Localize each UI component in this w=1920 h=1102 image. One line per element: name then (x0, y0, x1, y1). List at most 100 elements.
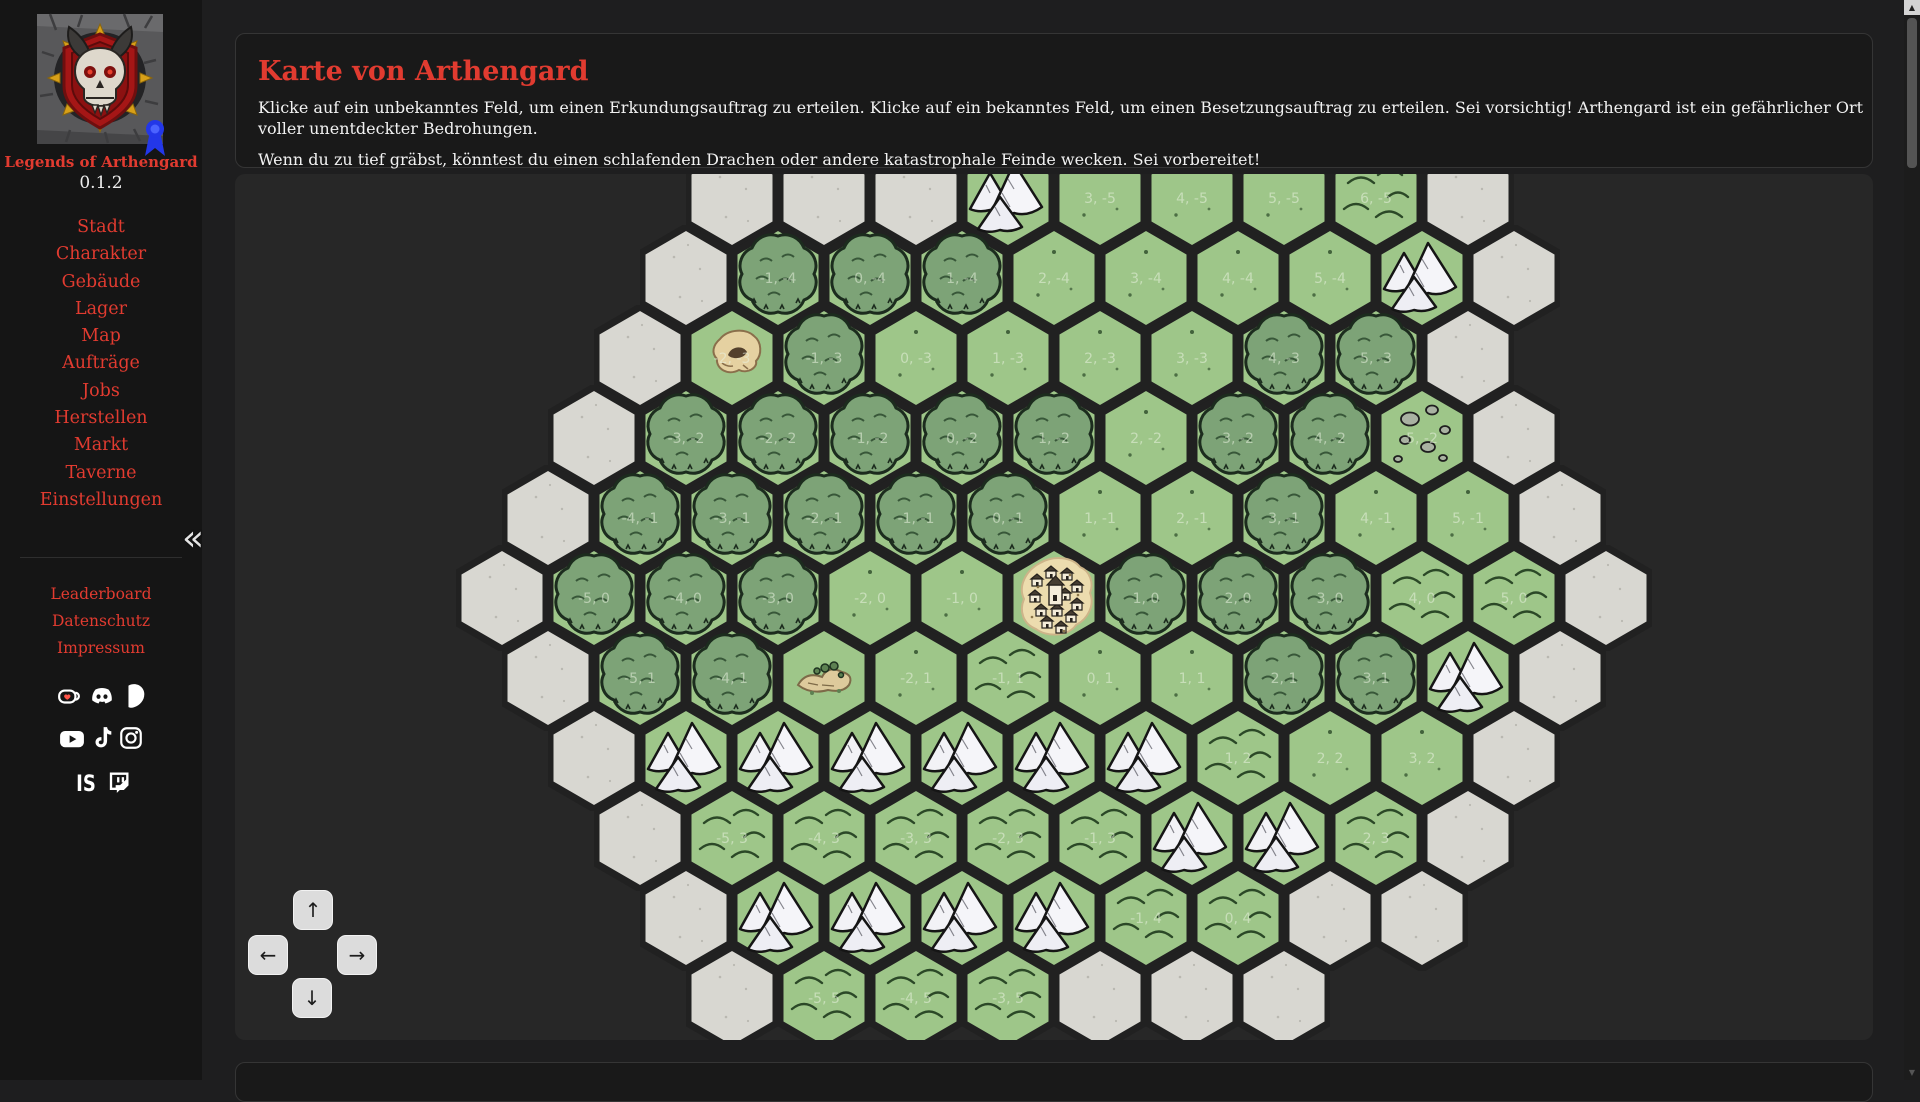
hex-tile[interactable] (1008, 545, 1100, 651)
instagram-icon[interactable] (117, 725, 145, 751)
hex-tile[interactable]: 1, -4 (916, 225, 1008, 331)
ribbon-icon[interactable] (144, 118, 166, 158)
hex-tile[interactable] (1560, 545, 1652, 651)
hex-tile[interactable] (1468, 225, 1560, 331)
sidebar-item-leaderboard[interactable]: Leaderboard (50, 585, 152, 603)
hex-tile[interactable] (870, 174, 962, 251)
hex-tile[interactable] (502, 625, 594, 731)
hex-tile[interactable]: 1, 2 (1192, 705, 1284, 811)
sidebar-item-gebaeude[interactable]: Gebäude (61, 271, 141, 292)
sidebar-item-datenschutz[interactable]: Datenschutz (51, 612, 151, 630)
hex-tile[interactable]: 5, -2 (1376, 385, 1468, 491)
hex-tile[interactable]: 1, 0 (1100, 545, 1192, 651)
hex-tile[interactable]: 2, -3 (1054, 305, 1146, 411)
hex-tile[interactable] (502, 465, 594, 571)
sidebar-item-stadt[interactable]: Stadt (77, 217, 125, 237)
hex-tile[interactable]: 5, 0 (1468, 545, 1560, 651)
hex-tile[interactable]: -5, 0 (548, 545, 640, 651)
kofi-icon[interactable] (56, 683, 84, 709)
hex-tile[interactable]: -1, -1 (870, 465, 962, 571)
hex-tile[interactable]: 2, 3 (1330, 785, 1422, 891)
hex-tile[interactable] (686, 174, 778, 251)
scroll-down-arrow-icon[interactable]: ▼ (1908, 1068, 1916, 1077)
hex-tile[interactable] (1514, 465, 1606, 571)
hex-tile[interactable] (640, 865, 732, 971)
hex-tile[interactable]: 4, -2 (1284, 385, 1376, 491)
sidebar-item-charakter[interactable]: Charakter (55, 244, 147, 265)
hex-tile[interactable]: -3, 3 (870, 785, 962, 891)
hex-tile[interactable] (916, 865, 1008, 971)
hex-tile[interactable] (594, 785, 686, 891)
hex-tile[interactable]: -5, 3 (686, 785, 778, 891)
hex-tile[interactable]: -4, 1 (686, 625, 778, 731)
hex-tile[interactable]: 6, -5 (1330, 174, 1422, 251)
hex-tile[interactable]: -5, 5 (778, 945, 870, 1040)
hex-tile[interactable] (594, 305, 686, 411)
hex-tile[interactable] (1468, 385, 1560, 491)
hex-tile[interactable]: -1, 1 (962, 625, 1054, 731)
hex-tile[interactable]: 4, -3 (1238, 305, 1330, 411)
hex-tile[interactable] (548, 385, 640, 491)
hex-tile[interactable]: -4, 0 (640, 545, 732, 651)
hex-tile[interactable]: 3, -1 (1238, 465, 1330, 571)
hex-tile[interactable] (1422, 625, 1514, 731)
hex-tile[interactable]: 5, -3 (1330, 305, 1422, 411)
hex-tile[interactable]: 4, 0 (1376, 545, 1468, 651)
hex-tile[interactable]: 3, 0 (1284, 545, 1376, 651)
pan-left-button[interactable]: ← (248, 935, 288, 975)
hex-tile[interactable] (1284, 865, 1376, 971)
hex-tile[interactable] (916, 705, 1008, 811)
pan-up-button[interactable]: ↑ (293, 890, 333, 930)
hex-tile[interactable]: -5, 1 (594, 625, 686, 731)
sidebar-item-herstellen[interactable]: Herstellen (54, 408, 148, 429)
hex-tile[interactable]: 0, -4 (824, 225, 916, 331)
hex-tile[interactable]: -3, 5 (962, 945, 1054, 1040)
hex-tile[interactable] (778, 174, 870, 251)
hex-tile[interactable] (732, 705, 824, 811)
hex-tile[interactable]: -3, 0 (732, 545, 824, 651)
hex-tile[interactable]: 2, -1 (1146, 465, 1238, 571)
hex-tile[interactable]: 1, -1 (1054, 465, 1146, 571)
hex-tile[interactable]: 3, -5 (1054, 174, 1146, 251)
hex-tile[interactable]: 5, -4 (1284, 225, 1376, 331)
hex-tile[interactable] (1468, 705, 1560, 811)
hex-tile[interactable]: -2, 1 (870, 625, 962, 731)
hex-tile[interactable]: 4, -1 (1330, 465, 1422, 571)
patreon-icon[interactable] (120, 682, 146, 710)
hex-tile[interactable] (1238, 785, 1330, 891)
hex-tile[interactable] (548, 705, 640, 811)
hex-tile[interactable]: 4, -5 (1146, 174, 1238, 251)
hex-tile[interactable]: -1, 3 (1054, 785, 1146, 891)
hex-tile[interactable]: 2, 2 (1284, 705, 1376, 811)
hex-tile[interactable]: 5, -5 (1238, 174, 1330, 251)
sidebar-item-lager[interactable]: Lager (75, 298, 127, 319)
hex-tile[interactable] (1100, 705, 1192, 811)
hex-tile[interactable]: -3, -1 (686, 465, 778, 571)
hex-tile[interactable]: -2, -2 (732, 385, 824, 491)
youtube-icon[interactable] (57, 725, 87, 751)
hex-tile[interactable]: -1, -2 (824, 385, 916, 491)
hex-tile[interactable]: 3, -4 (1100, 225, 1192, 331)
hex-tile[interactable] (1376, 865, 1468, 971)
hex-tile[interactable] (1422, 305, 1514, 411)
sidebar-item-jobs[interactable]: Jobs (82, 380, 120, 401)
sidebar-item-auftraege[interactable]: Aufträge (62, 353, 140, 374)
sidebar-collapse-button[interactable]: « (181, 518, 205, 559)
hex-tile[interactable]: 2, 1 (1238, 625, 1330, 731)
hex-tile[interactable]: -2, 3 (962, 785, 1054, 891)
hex-tile[interactable]: -1, 0 (916, 545, 1008, 651)
hex-tile[interactable] (1238, 945, 1330, 1040)
hex-tile[interactable] (1008, 865, 1100, 971)
hex-tile[interactable] (1008, 705, 1100, 811)
hex-tile[interactable]: -1, 4 (1100, 865, 1192, 971)
hex-tile[interactable] (824, 865, 916, 971)
hex-tile[interactable]: -2, -1 (778, 465, 870, 571)
hex-tile[interactable]: 2, -2 (1100, 385, 1192, 491)
is-logo-icon[interactable]: IS (71, 768, 101, 798)
hex-tile[interactable] (686, 945, 778, 1040)
scroll-up-arrow-icon[interactable]: ▲ (1904, 0, 1920, 15)
hex-tile[interactable]: 0, 4 (1192, 865, 1284, 971)
sidebar-item-einstellungen[interactable]: Einstellungen (39, 489, 163, 510)
hex-tile[interactable]: 1, -3 (962, 305, 1054, 411)
hex-tile[interactable]: -2, -3 (686, 305, 778, 411)
